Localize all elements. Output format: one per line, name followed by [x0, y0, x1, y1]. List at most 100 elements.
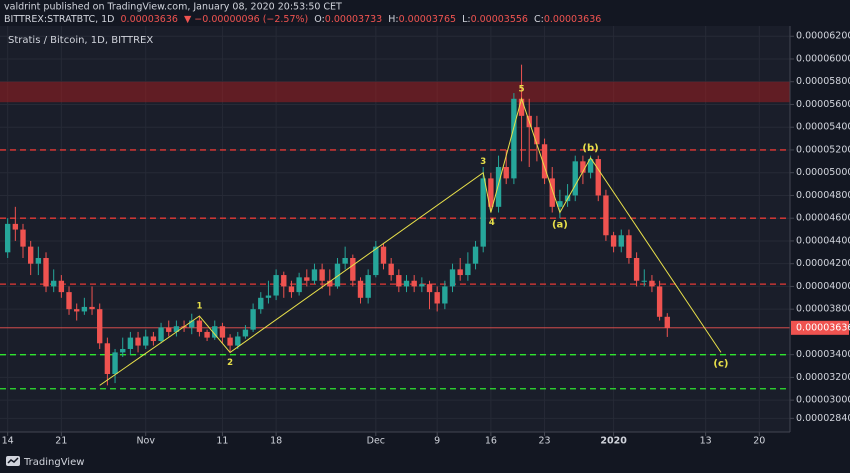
candle-body: [120, 348, 126, 353]
candle-body: [572, 161, 578, 196]
candle-body: [212, 326, 218, 338]
candle-body: [411, 280, 417, 287]
candle-body: [534, 127, 540, 145]
y-tick-label: 0.00003200: [796, 372, 850, 383]
candle-body: [511, 98, 517, 179]
candle-body: [488, 178, 494, 207]
ohlc-value: 0.00003733: [325, 14, 382, 25]
candle-body: [342, 258, 348, 264]
candle-body: [288, 286, 295, 293]
change: ▼ −0.00000096 (−2.57%): [184, 14, 308, 25]
x-tick-label: 13: [700, 436, 712, 447]
candle-body: [350, 258, 356, 281]
candle-body: [150, 336, 157, 342]
candle-body: [166, 327, 172, 332]
chart-title: Stratis / Bitcoin, 1D, BITTREX: [8, 35, 153, 46]
candle-body: [334, 263, 341, 287]
candle-body: [81, 306, 88, 312]
x-tick-label: 16: [485, 436, 497, 447]
resistance-band: [0, 81, 790, 103]
candle-body: [518, 98, 525, 116]
candle-body: [281, 275, 287, 287]
candle-body: [580, 161, 586, 173]
candle-body: [457, 269, 463, 276]
candle-body: [27, 246, 34, 264]
candle-body: [396, 275, 402, 287]
y-tick-label: 0.00004400: [796, 235, 850, 246]
ohlc-value: 0.00003765: [399, 14, 456, 25]
x-tick-label: 9: [434, 436, 440, 447]
candle-body: [89, 306, 95, 310]
ohlc-label: C:: [534, 14, 544, 25]
candle-body: [311, 269, 318, 281]
candle-body: [549, 178, 555, 207]
candle-body: [66, 292, 72, 310]
candle-body: [135, 337, 141, 346]
candle-body: [97, 309, 103, 344]
candle-body: [426, 284, 433, 293]
candle-body: [434, 292, 440, 304]
ohlc-label: H:: [388, 14, 398, 25]
x-tick-label: 21: [55, 436, 67, 447]
last-price-box: [791, 320, 849, 335]
plot-layer: 1 2 3 4 5 (a) (b) (c): [0, 26, 790, 432]
candle-body: [610, 235, 617, 247]
candle-body: [235, 336, 241, 346]
candle-body: [104, 343, 111, 374]
ohlc-value: 0.00003636: [544, 14, 601, 25]
candle-body: [641, 280, 647, 282]
candle-body: [595, 159, 601, 196]
candle-body: [112, 352, 118, 374]
candle-body: [173, 326, 180, 332]
candle-body: [273, 275, 279, 296]
wave-line: [99, 97, 722, 386]
candle-body: [20, 229, 26, 247]
candle-body: [480, 178, 486, 247]
candle-body: [258, 297, 264, 310]
candle-body: [357, 280, 364, 298]
candle-body: [449, 269, 456, 287]
candle-body: [587, 159, 594, 173]
candle-body: [365, 275, 371, 298]
y-tick-label: 0.00003000: [796, 395, 850, 406]
candle-body: [158, 327, 164, 342]
brand-logo: TradingView: [6, 456, 84, 468]
candle-body: [442, 286, 448, 304]
candle-body: [472, 246, 479, 264]
y-tick-label: 0.00003400: [796, 349, 850, 360]
candle-body: [35, 258, 42, 264]
candle-body: [250, 309, 256, 330]
wave-label: 3: [480, 157, 486, 167]
publisher: valdrint published on TradingView.com, J…: [4, 2, 342, 13]
y-tick-label: 0.00004000: [796, 281, 850, 292]
candle-body: [403, 280, 410, 287]
x-tick-label: 11: [216, 436, 228, 447]
brand: TradingView: [23, 457, 84, 468]
y-tick-label: 0.00006200: [796, 31, 850, 42]
candle-body: [4, 223, 11, 253]
candle-body: [196, 320, 203, 332]
y-tick-label: 0.00005400: [796, 122, 850, 133]
candle-body: [495, 167, 502, 207]
candle-body: [465, 263, 471, 276]
candle-body: [603, 195, 609, 236]
x-tick-label: 20: [753, 436, 765, 447]
candle-body: [189, 320, 195, 328]
ohlc-value: 0.00003556: [471, 14, 528, 25]
candle-body: [327, 280, 333, 287]
candle-body: [242, 329, 249, 337]
candle-body: [12, 223, 19, 230]
candle-body: [373, 246, 379, 276]
candle-body: [219, 326, 226, 338]
wave-label: 4: [489, 218, 495, 228]
candle-body: [296, 277, 302, 293]
candle-body: [74, 309, 80, 312]
candle-body: [633, 258, 640, 281]
candle-body: [143, 336, 149, 346]
candle-body: [656, 286, 663, 317]
y-tick-label: 0.00005600: [796, 99, 850, 110]
x-tick-label: Dec: [367, 436, 385, 447]
candle-body: [380, 246, 387, 264]
x-tick-label: 2020: [600, 436, 627, 447]
